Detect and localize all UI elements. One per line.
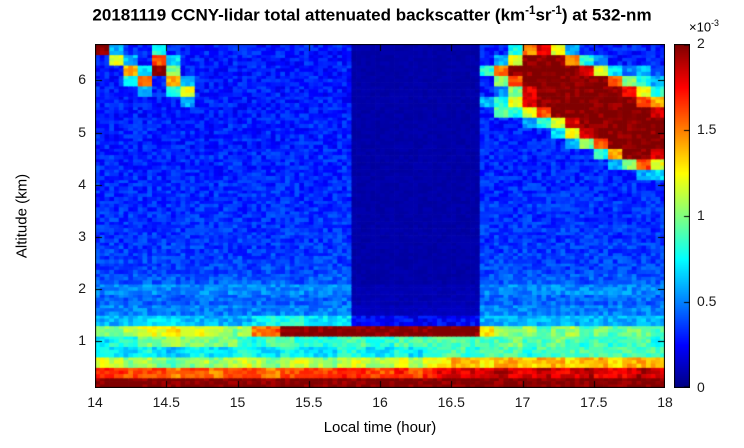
- colorbar-tick-label: 0: [697, 379, 705, 395]
- chart-title-text: ) at 532-nm: [561, 5, 652, 25]
- colorbar-scale-base: ×10: [689, 19, 712, 35]
- colorbar-tick-label: 0.5: [697, 293, 717, 309]
- x-tick-label: 18: [657, 394, 673, 410]
- y-tick-label: 3: [78, 227, 86, 244]
- x-axis-label: Local time (hour): [323, 419, 437, 436]
- x-tick-label: 17: [514, 394, 531, 410]
- chart-title-text: sr: [535, 5, 552, 25]
- chart-title: 20181119 CCNY-lidar total attenuated bac…: [0, 5, 744, 26]
- x-tick-label: 15.5: [295, 394, 323, 410]
- colorbar-scale-label: ×10-3: [689, 18, 719, 34]
- colorbar-scale-exponent: -3: [711, 18, 719, 28]
- x-tick-label: 17.5: [580, 394, 608, 410]
- heatmap-plot-area: [95, 44, 665, 388]
- x-tick-label: 14: [87, 394, 103, 410]
- y-tick-label: 4: [78, 175, 86, 192]
- y-tick-label: 6: [78, 71, 86, 88]
- superscript-minus-one: -1: [525, 5, 536, 17]
- colorbar-tick-label: 1.5: [697, 121, 717, 137]
- superscript-minus-one: -1: [551, 5, 562, 17]
- y-tick-label: 2: [78, 279, 86, 296]
- x-tick-label: 15: [229, 394, 246, 410]
- x-tick-label: 14.5: [152, 394, 180, 410]
- x-tick-label: 16: [372, 394, 388, 410]
- colorbar-tick-label: 2: [697, 35, 705, 51]
- y-tick-label: 5: [78, 123, 86, 140]
- colorbar: [674, 44, 690, 388]
- x-tick-label: 16.5: [437, 394, 465, 410]
- colorbar-tick-label: 1: [697, 207, 705, 223]
- y-tick-label: 1: [78, 332, 86, 349]
- chart-title-text: 20181119 CCNY-lidar total attenuated bac…: [92, 5, 526, 25]
